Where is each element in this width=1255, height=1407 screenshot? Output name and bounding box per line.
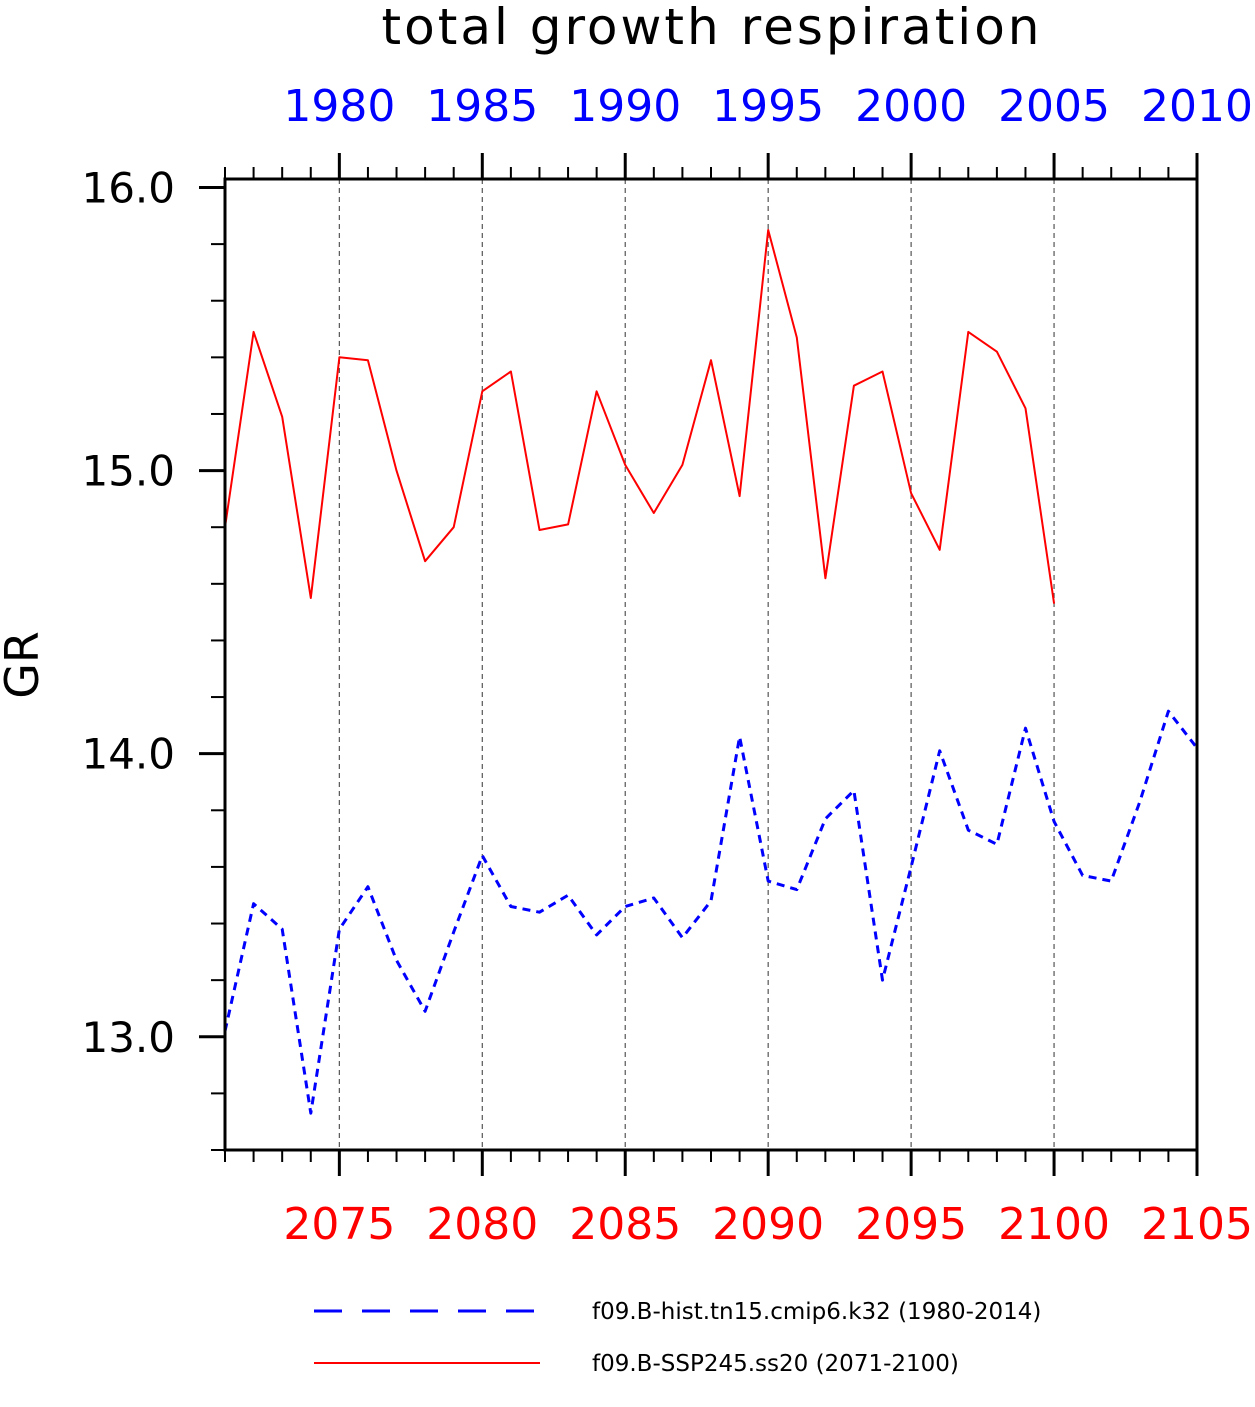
series-line-future <box>224 229 1056 604</box>
top-axis-tick-label: 1980 <box>283 81 395 132</box>
legend-label-historical: f09.B-hist.tn15.cmip6.k32 (1980-2014) <box>592 1299 1041 1325</box>
plot-frame <box>223 177 1199 1152</box>
gridlines <box>338 179 1055 1150</box>
bottom-axis-tick-label: 2080 <box>426 1199 538 1250</box>
top-axis-tick-label: 2010 <box>1141 81 1253 132</box>
y-axis-tick-label: 14.0 <box>81 730 175 779</box>
axis-ticks <box>199 153 1199 1176</box>
legend: f09.B-hist.tn15.cmip6.k32 (1980-2014) f0… <box>314 1299 1041 1377</box>
chart-title: total growth respiration <box>382 0 1043 56</box>
y-axis-tick-label: 13.0 <box>81 1013 175 1062</box>
top-axis-tick-label: 2005 <box>998 81 1110 132</box>
y-axis-label: GR <box>0 631 49 699</box>
bottom-axis-tick-label: 2095 <box>855 1199 967 1250</box>
legend-label-future: f09.B-SSP245.ss20 (2071-2100) <box>592 1351 959 1377</box>
bottom-axis-tick-label: 2075 <box>283 1199 395 1250</box>
bottom-axis-tick-label: 2090 <box>712 1199 824 1250</box>
bottom-axis-tick-label: 2085 <box>569 1199 681 1250</box>
top-axis-tick-label: 1995 <box>712 81 824 132</box>
y-axis-tick-label: 15.0 <box>81 447 175 496</box>
bottom-axis-tick-label: 2105 <box>1141 1199 1253 1250</box>
bottom-axis-tick-label: 2100 <box>998 1199 1110 1250</box>
top-axis-tick-label: 1990 <box>569 81 681 132</box>
axis-tick-labels: 2075 2080 2085 2090 2095 2100 2105 1980 1985 1990… <box>81 81 1253 1250</box>
top-axis-tick-label: 1985 <box>426 81 538 132</box>
series-lines <box>223 229 1199 1115</box>
series-line-historical <box>223 709 1199 1115</box>
y-axis-tick-label: 16.0 <box>81 163 175 212</box>
top-axis-tick-label: 2000 <box>855 81 967 132</box>
